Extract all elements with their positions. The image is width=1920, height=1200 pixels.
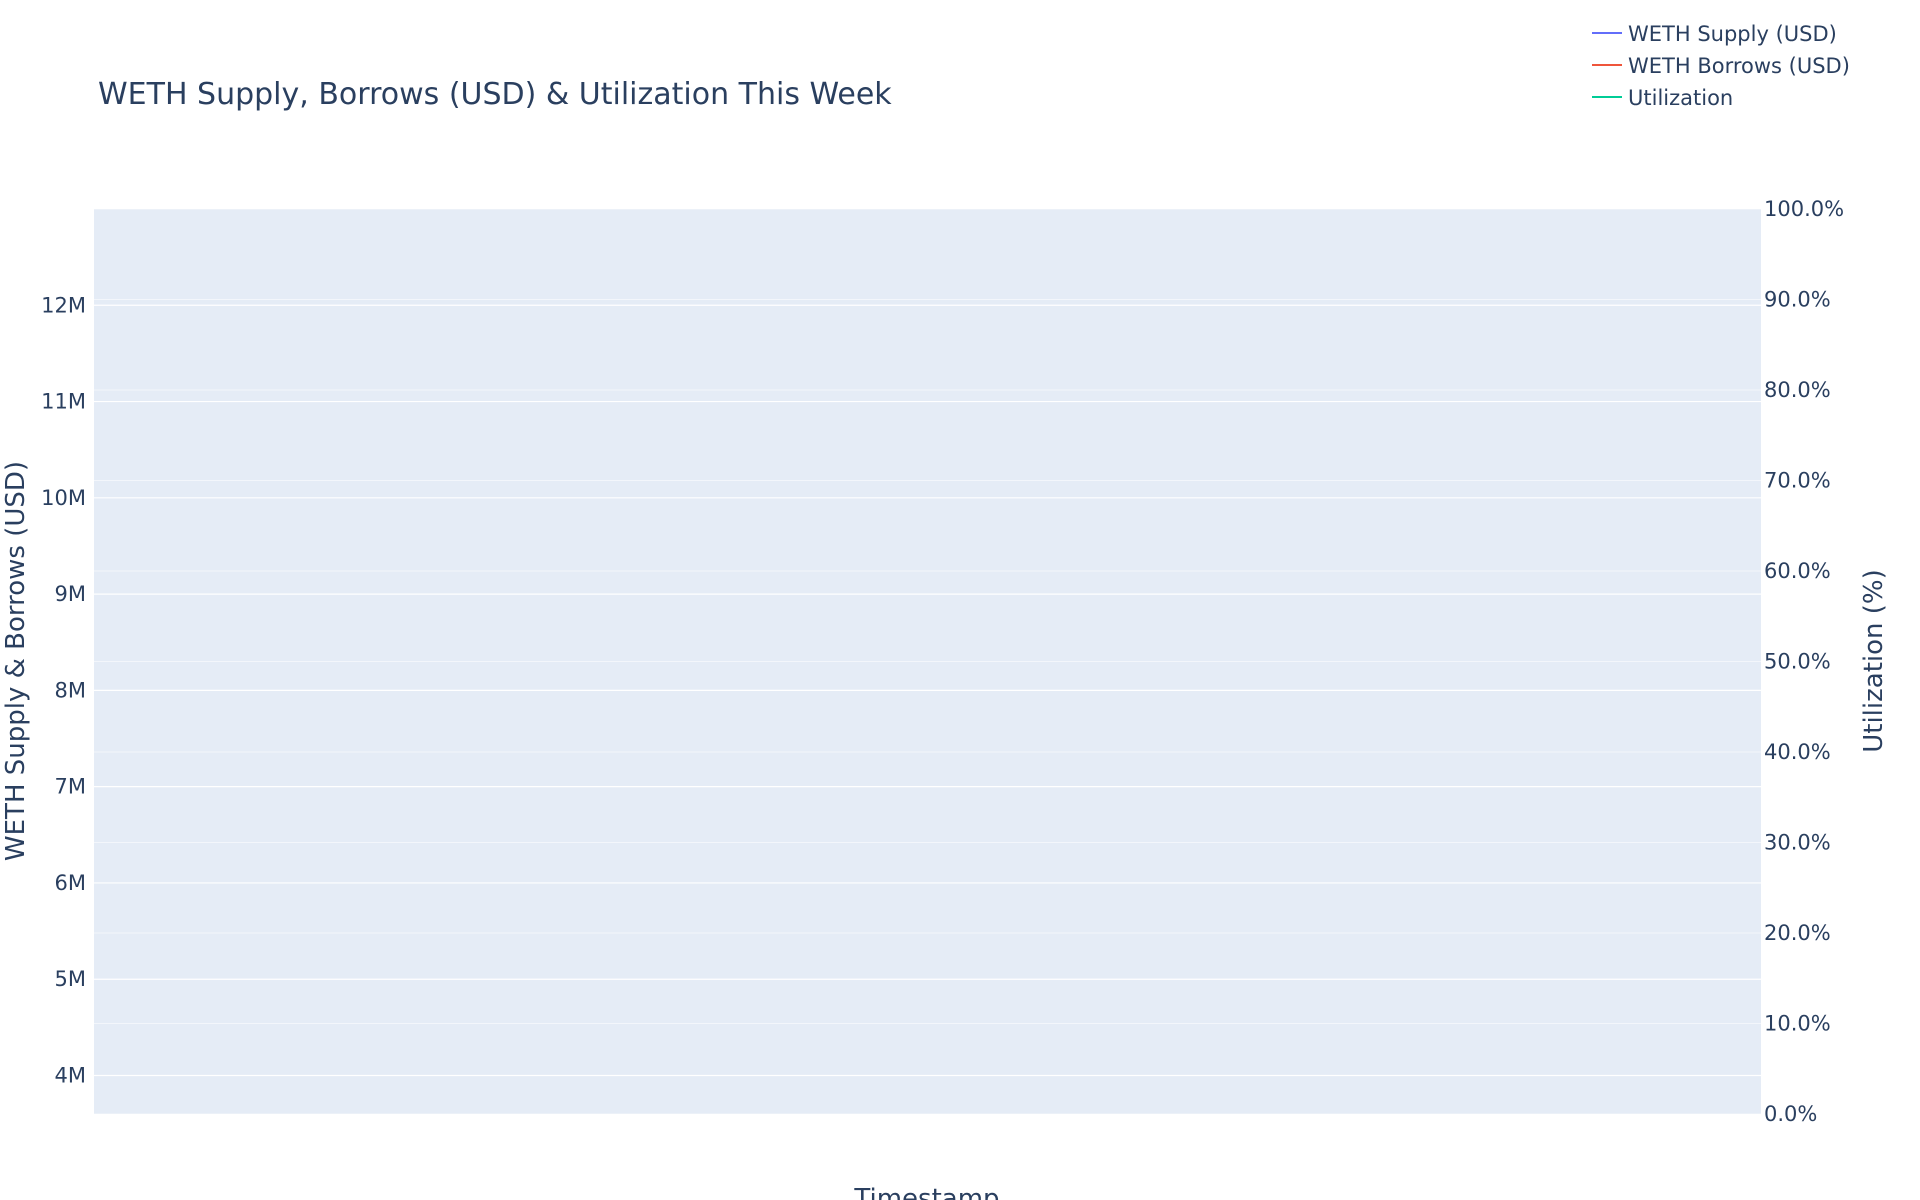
y2-axis-title: Utilization (%) (1859, 569, 1889, 753)
gridlines (94, 208, 1761, 1115)
y2-tick-label: 10.0% (1764, 1012, 1831, 1036)
y2-tick-label: 20.0% (1764, 921, 1831, 945)
y2-tick-label: 50.0% (1764, 650, 1831, 674)
y2-tick-label: 90.0% (1764, 288, 1831, 312)
y2-tick-label: 40.0% (1764, 740, 1831, 764)
y-axis-ticks: 4M 5M 6M 7M 8M 9M 10M 11M 12M (41, 293, 86, 1087)
y-tick-label: 10M (41, 486, 86, 510)
y-tick-label: 12M (41, 293, 86, 317)
y2-tick-label: 80.0% (1764, 378, 1831, 402)
y2-tick-label: 0.0% (1764, 1102, 1817, 1126)
y-tick-label: 5M (55, 967, 86, 991)
legend-label: WETH Borrows (USD) (1628, 54, 1850, 78)
y-axis-title: WETH Supply & Borrows (USD) (1, 461, 31, 861)
y-tick-label: 4M (55, 1063, 86, 1087)
legend-label: Utilization (1628, 86, 1733, 110)
y-tick-label: 9M (55, 582, 86, 606)
y2-tick-label: 30.0% (1764, 831, 1831, 855)
y-tick-label: 7M (55, 775, 86, 799)
y-tick-label: 6M (55, 871, 86, 895)
y2-tick-label: 70.0% (1764, 469, 1831, 493)
y2-tick-label: 60.0% (1764, 559, 1831, 583)
legend: WETH Supply (USD) WETH Borrows (USD) Utili… (1592, 22, 1850, 110)
y-tick-label: 8M (55, 678, 86, 702)
y2-axis-ticks: 0.0% 10.0% 20.0% 30.0% 40.0% 50.0% 60.0% 70.0% 8… (1764, 197, 1844, 1126)
chart-title: WETH Supply, Borrows (USD) & Utilization… (98, 77, 892, 112)
y2-tick-label: 100.0% (1764, 197, 1844, 221)
legend-label: WETH Supply (USD) (1628, 22, 1837, 46)
y-tick-label: 11M (41, 390, 86, 414)
x-axis-title: Timestamp (853, 1184, 999, 1200)
